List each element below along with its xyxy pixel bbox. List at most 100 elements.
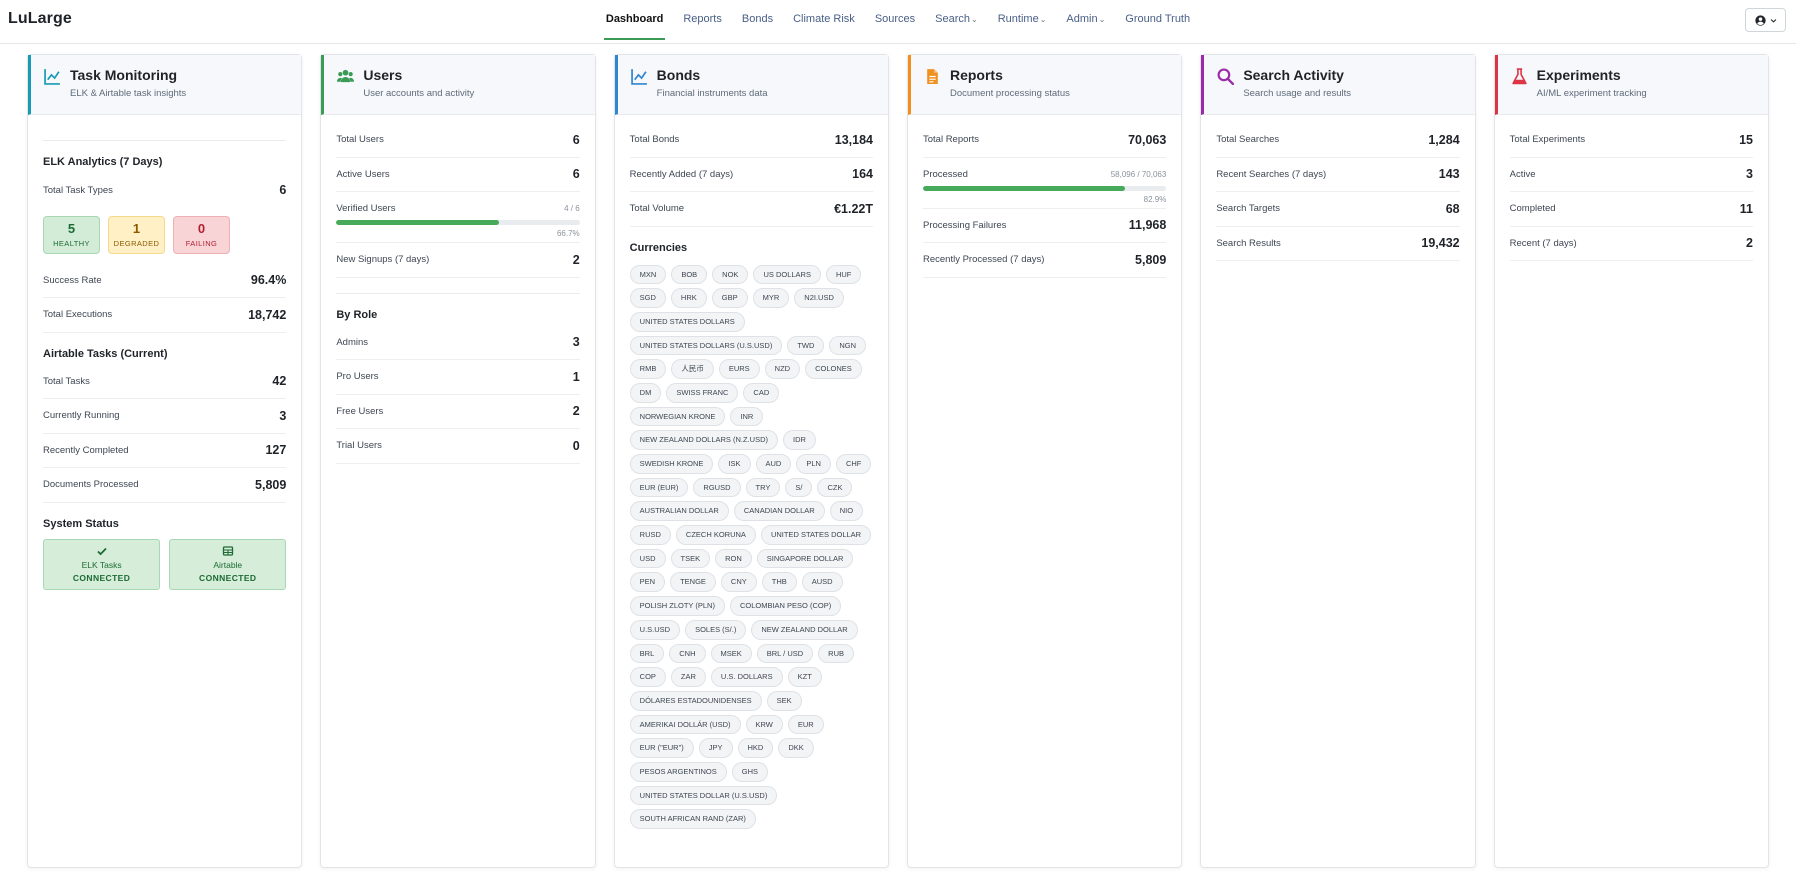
stat-label: Completed	[1509, 203, 1556, 215]
status-name: ELK Tasks	[81, 559, 122, 570]
card-header: Task Monitoring ELK & Airtable task insig…	[28, 55, 302, 115]
currency-tag: 人民币	[671, 359, 714, 379]
chevron-down-icon: ⌄	[1098, 15, 1106, 24]
currency-tag: SGD	[629, 288, 666, 308]
currency-tag: CZECH KORUNA	[675, 525, 756, 545]
currency-tag: TENGE	[670, 572, 716, 593]
badge-count: 0	[197, 220, 206, 236]
nav-link-climate-risk[interactable]: Climate Risk	[793, 0, 855, 44]
currency-tag: TWD	[787, 335, 825, 356]
role-row: Trial Users 0	[336, 429, 580, 464]
stat-value: 2	[1746, 236, 1753, 251]
stat-label: Total Bonds	[629, 134, 680, 146]
currency-tag: BRL / USD	[756, 643, 814, 664]
nav-dropdown-admin[interactable]: Admin⌄	[1066, 0, 1105, 44]
currency-tag: HKD	[737, 738, 774, 758]
stat-value: 68	[1445, 201, 1460, 216]
nav-link-label: Search	[935, 13, 971, 25]
nav-link-label: Reports	[683, 13, 722, 25]
nav-link-ground-truth[interactable]: Ground Truth	[1125, 0, 1190, 44]
user-menu-button[interactable]	[1745, 8, 1786, 32]
currency-tag: GHS	[731, 761, 769, 782]
currency-tag: DKK	[778, 738, 814, 758]
stat-label: Documents Processed	[43, 479, 139, 491]
stat-row: Recently Added (7 days) 164	[629, 158, 873, 192]
stat-label: Total Tasks	[43, 375, 90, 387]
currency-tag: NEW ZEALAND DOLLARS (N.Z.USD)	[629, 430, 779, 450]
nav-dropdown-search[interactable]: Search⌄	[935, 0, 978, 44]
currency-tag: GBP	[711, 288, 748, 308]
progress-percent: 66.7%	[556, 229, 580, 238]
currency-tag: POLISH ZLOTY (PLN)	[629, 596, 725, 616]
currency-tag: U.S. DOLLARS	[710, 667, 783, 687]
stat-value: 1	[572, 369, 580, 384]
healthy-badge: 5 HEALTHY	[43, 215, 100, 254]
card-title: Users	[363, 67, 403, 83]
currency-tag: INR	[730, 406, 764, 427]
currency-tag: UNITED STATES DOLLARS (U.S.USD)	[629, 335, 783, 356]
stat-row: Total Task Types 6	[43, 173, 286, 208]
stat-value: 6	[572, 167, 580, 182]
role-row: Free Users 2	[336, 395, 580, 429]
stat-value: 18,742	[248, 307, 287, 322]
currency-tag: COLOMBIAN PESO (COP)	[729, 596, 842, 616]
stat-value: 164	[852, 167, 873, 182]
currency-tag: RMB	[629, 359, 667, 379]
stat-label: Currently Running	[43, 410, 120, 422]
currency-tag: DÓLARES ESTADOUNIDENSES	[629, 690, 762, 711]
card-users: Users User accounts and activity Total Us…	[320, 54, 596, 868]
currency-tag: MXN	[629, 264, 667, 285]
currency-tag: SOUTH AFRICAN RAND (ZAR)	[629, 809, 756, 829]
nav-link-dashboard[interactable]: Dashboard	[603, 0, 666, 44]
nav-link-label: Sources	[874, 13, 916, 25]
badge-label: FAILING	[185, 238, 218, 248]
nav-link-sources[interactable]: Sources	[875, 0, 915, 44]
currency-tag: PLN	[796, 454, 831, 474]
stat-label: Free Users	[336, 405, 384, 417]
currency-tag: COP	[629, 667, 666, 687]
stat-value: 42	[272, 374, 287, 389]
stat-value: 1,284	[1428, 132, 1460, 147]
stat-label: Processed	[922, 168, 968, 180]
card-header: Users User accounts and activity	[321, 55, 595, 115]
badge-count: 1	[132, 220, 141, 236]
card-task-monitoring: Task Monitoring ELK & Airtable task insig…	[27, 54, 303, 868]
stat-value: 15	[1739, 132, 1753, 147]
progress-bar	[336, 220, 580, 225]
card-subtitle: AI/ML experiment tracking	[1536, 88, 1647, 99]
stat-value: 2	[572, 252, 580, 267]
currency-tag: UNITED STATES DOLLAR	[760, 525, 872, 545]
stat-value: 6	[572, 132, 580, 147]
stat-row: Recent (7 days) 2	[1509, 227, 1753, 261]
currency-tag: S/	[785, 477, 813, 498]
progress-fill	[336, 220, 499, 225]
status-state: CONNECTED	[72, 572, 131, 583]
stat-label: Admins	[336, 336, 369, 348]
section-heading: By Role	[336, 308, 378, 321]
currency-tag: NORWEGIAN KRONE	[629, 406, 726, 427]
currency-tag: TRY	[745, 477, 781, 498]
stat-row: Currently Running 3	[43, 399, 287, 434]
verified-users-progress-row: Verified Users 4 / 6 66.7%	[336, 192, 580, 243]
currency-tag: RUB	[818, 643, 855, 664]
currency-tag: AUSTRALIAN DOLLAR	[629, 501, 729, 522]
currency-tag: N2I.USD	[794, 288, 844, 308]
stat-row: Active 3	[1509, 158, 1753, 192]
nav-dropdown-runtime[interactable]: Runtime⌄	[998, 0, 1047, 44]
stat-value: 3	[279, 408, 287, 423]
currency-tag: EURS	[718, 359, 760, 379]
nav-link-reports[interactable]: Reports	[683, 0, 722, 44]
divider	[43, 140, 287, 141]
card-title: Experiments	[1536, 67, 1621, 83]
currency-tag: KRW	[745, 714, 783, 735]
card-subtitle: ELK & Airtable task insights	[70, 88, 187, 99]
brand-logo[interactable]: LuLarge	[8, 10, 72, 27]
nav-link-label: Runtime	[997, 13, 1039, 25]
section-heading: System Status	[43, 517, 119, 530]
currency-tag: PEN	[629, 572, 666, 593]
role-row: Pro Users 1	[336, 360, 580, 395]
status-state: CONNECTED	[199, 572, 257, 583]
nav-link-bonds[interactable]: Bonds	[742, 0, 773, 44]
stat-value: 143	[1438, 167, 1460, 182]
stat-label: Trial Users	[336, 440, 382, 452]
